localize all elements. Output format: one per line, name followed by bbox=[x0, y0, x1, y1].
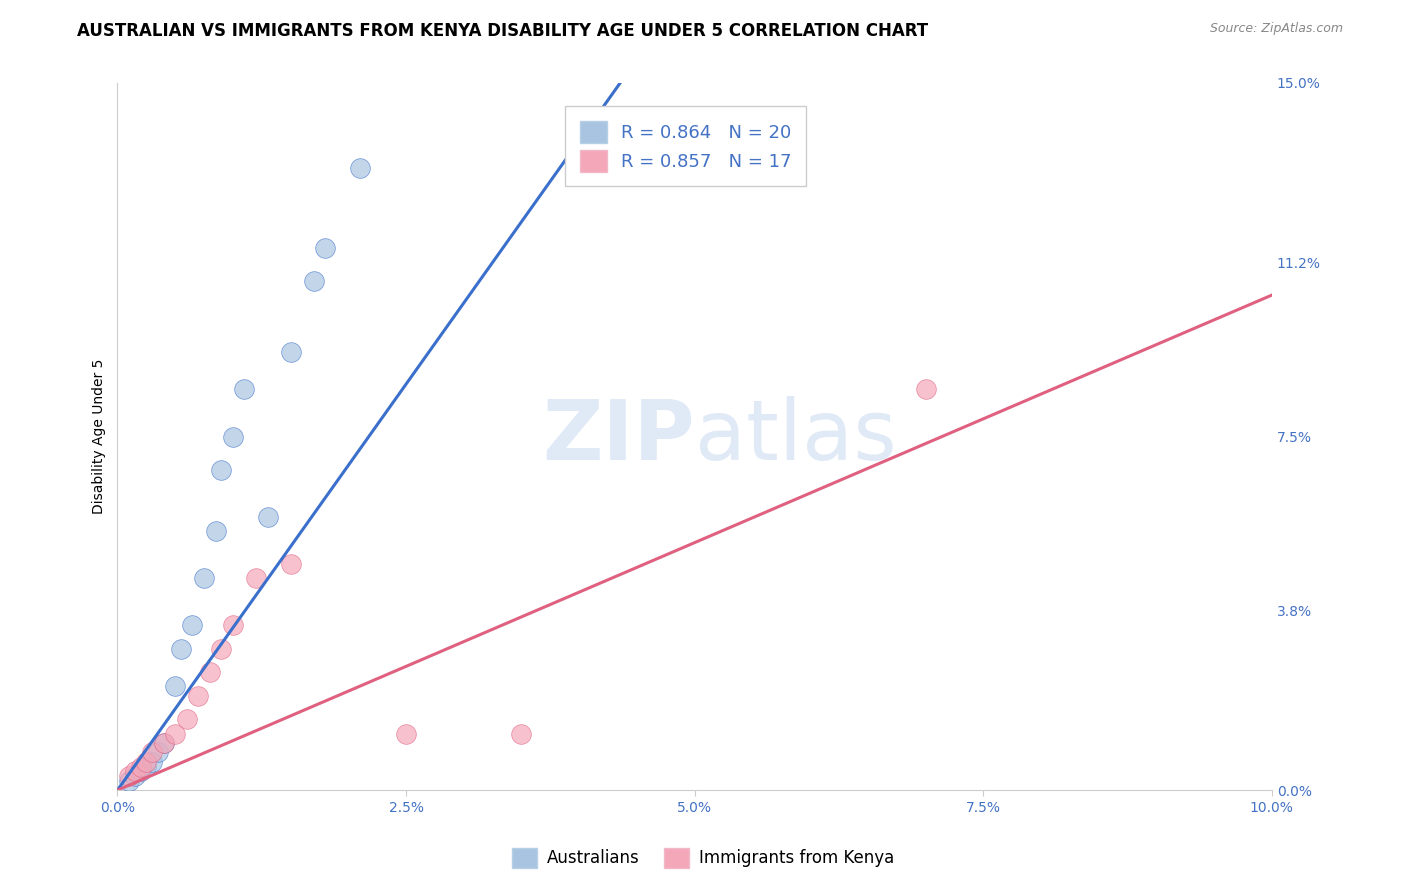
Point bbox=[193, 571, 215, 585]
Point bbox=[118, 773, 141, 788]
Point bbox=[302, 274, 325, 288]
Point bbox=[314, 241, 336, 255]
Point bbox=[146, 746, 169, 760]
Point bbox=[256, 509, 278, 524]
Text: atlas: atlas bbox=[695, 396, 897, 477]
Point bbox=[209, 641, 232, 656]
Point bbox=[204, 524, 226, 538]
Point bbox=[222, 618, 245, 632]
Text: Source: ZipAtlas.com: Source: ZipAtlas.com bbox=[1209, 22, 1343, 36]
Point bbox=[245, 571, 267, 585]
Point bbox=[198, 665, 221, 680]
Point bbox=[152, 736, 174, 750]
Point bbox=[170, 641, 193, 656]
Point bbox=[124, 769, 146, 783]
Point bbox=[395, 726, 418, 740]
Point bbox=[181, 618, 204, 632]
Point bbox=[280, 344, 302, 359]
Point bbox=[233, 383, 256, 397]
Point bbox=[510, 726, 533, 740]
Legend: Australians, Immigrants from Kenya: Australians, Immigrants from Kenya bbox=[505, 841, 901, 875]
Point bbox=[141, 746, 163, 760]
Point bbox=[222, 429, 245, 443]
Point bbox=[141, 755, 163, 769]
Point bbox=[349, 161, 371, 175]
Legend: R = 0.864   N = 20, R = 0.857   N = 17: R = 0.864 N = 20, R = 0.857 N = 17 bbox=[565, 106, 806, 186]
Point bbox=[135, 755, 157, 769]
Y-axis label: Disability Age Under 5: Disability Age Under 5 bbox=[93, 359, 107, 514]
Point bbox=[152, 736, 174, 750]
Point bbox=[118, 769, 141, 783]
Point bbox=[124, 764, 146, 779]
Point bbox=[280, 557, 302, 571]
Point bbox=[187, 689, 209, 703]
Point bbox=[165, 726, 187, 740]
Point bbox=[209, 462, 232, 476]
Point bbox=[165, 680, 187, 694]
Point bbox=[914, 383, 936, 397]
Point bbox=[176, 713, 198, 727]
Text: AUSTRALIAN VS IMMIGRANTS FROM KENYA DISABILITY AGE UNDER 5 CORRELATION CHART: AUSTRALIAN VS IMMIGRANTS FROM KENYA DISA… bbox=[77, 22, 928, 40]
Point bbox=[135, 759, 157, 773]
Text: ZIP: ZIP bbox=[543, 396, 695, 477]
Point bbox=[129, 759, 152, 773]
Point bbox=[129, 764, 152, 779]
